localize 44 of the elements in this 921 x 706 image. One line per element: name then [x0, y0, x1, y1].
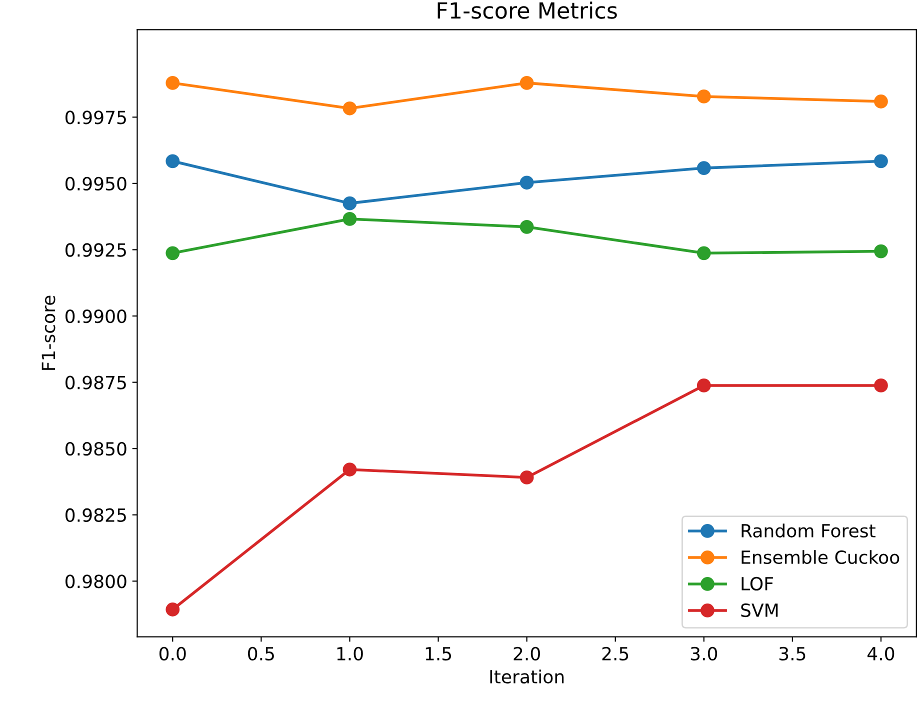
legend-label: Random Forest — [742, 524, 876, 538]
x-tick-label: 0.0 — [159, 646, 186, 661]
point — [166, 76, 180, 90]
x-tick-label: 3.0 — [690, 646, 718, 661]
point — [696, 246, 711, 260]
point — [696, 90, 711, 104]
x-tick-label: 4.0 — [868, 646, 894, 661]
legend-label: SVM — [741, 603, 778, 618]
x-tick-label: 1.0 — [337, 646, 363, 661]
y-tick-label: 0.9975 — [66, 110, 126, 124]
x-tick-label: 3.5 — [779, 646, 806, 661]
point — [166, 602, 180, 616]
point — [520, 220, 534, 234]
x-tick-label: 2.0 — [514, 646, 540, 661]
y-tick-label: 0.9900 — [66, 309, 126, 324]
point — [342, 212, 357, 226]
point — [874, 94, 888, 108]
point — [520, 76, 534, 90]
point — [342, 462, 357, 476]
point — [166, 246, 180, 260]
chart-title: F1-score Metrics — [438, 2, 617, 19]
legend-label: Ensemble Cuckoo — [742, 550, 900, 564]
point — [520, 176, 534, 190]
point — [342, 196, 357, 210]
point — [696, 161, 711, 175]
point — [342, 101, 357, 116]
point — [874, 244, 888, 258]
legend-label: LOF — [742, 576, 773, 591]
y-axis-title: F1-score — [42, 296, 56, 370]
point — [166, 154, 180, 168]
y-tick-label: 0.9925 — [66, 243, 126, 257]
point — [520, 470, 534, 484]
point — [874, 154, 888, 168]
x-tick-label: 1.5 — [426, 647, 452, 661]
point — [696, 378, 711, 392]
x-tick-label: 2.5 — [602, 646, 628, 661]
y-tick-label: 0.9875 — [66, 376, 126, 390]
x-axis-title: Iteration — [490, 670, 564, 684]
y-tick-label: 0.9825 — [66, 508, 126, 522]
y-tick-label: 0.9950 — [66, 176, 126, 191]
x-tick-label: 0.5 — [248, 646, 274, 661]
point — [874, 378, 888, 392]
y-tick-label: 0.9850 — [66, 442, 126, 456]
y-tick-label: 0.9800 — [66, 574, 126, 588]
